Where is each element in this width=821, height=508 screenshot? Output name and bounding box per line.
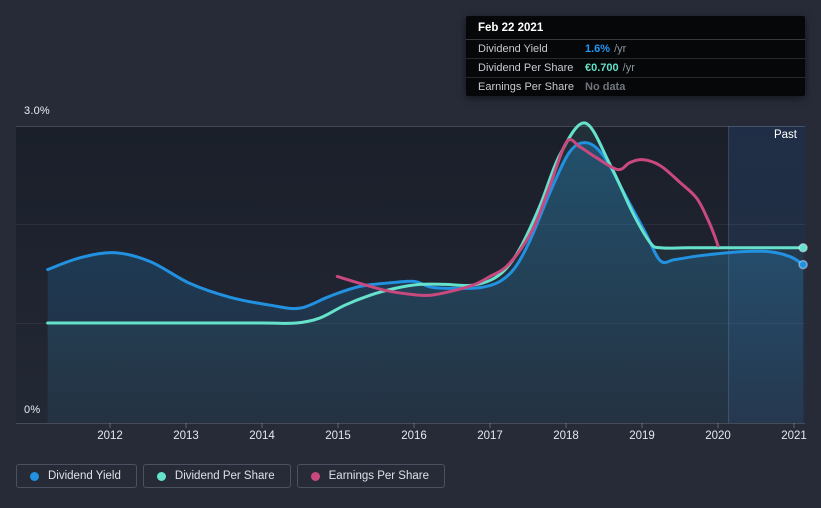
dividend-yield-dot-icon — [30, 471, 39, 481]
tooltip-label: Dividend Per Share — [478, 62, 574, 74]
x-axis-label: 2018 — [553, 430, 579, 442]
tooltip-value: 1.6% — [585, 43, 611, 55]
tooltip-date: Feb 22 2021 — [466, 16, 805, 40]
series-end-dots — [798, 243, 808, 270]
y-axis-label-top: 3.0% — [24, 105, 50, 117]
series-area-fills — [47, 122, 804, 423]
dividend-yield-line — [46, 141, 805, 311]
dividend-per-share-end-dot — [798, 243, 808, 253]
x-axis-label: 2014 — [249, 430, 275, 442]
y-axis-label-bottom: 0% — [24, 404, 41, 416]
chart-tooltip: Feb 22 2021 Dividend Yield 1.6% /yr Divi… — [466, 16, 805, 96]
series-lines — [46, 121, 805, 325]
earnings-per-share-line — [335, 138, 720, 298]
dividend-per-share-dot-icon — [156, 471, 166, 481]
dividend-yield-end-dot — [798, 259, 808, 270]
legend-item-dividend-per-share[interactable]: Dividend Per Share — [142, 464, 291, 488]
x-axis-label: 2012 — [97, 430, 123, 442]
x-axis-ticks — [109, 423, 795, 428]
tooltip-row-earnings-per-share: Earnings Per Share No data — [466, 78, 805, 96]
tooltip-unit: /yr — [614, 43, 627, 55]
x-axis-label: 2017 — [477, 430, 503, 442]
dividend-per-share-line — [46, 121, 805, 325]
chart-legend: Dividend Yield Dividend Per Share Earnin… — [16, 464, 445, 488]
legend-item-earnings-per-share[interactable]: Earnings Per Share — [296, 464, 445, 488]
x-axis-label: 2020 — [705, 430, 731, 442]
x-axis-label: 2019 — [629, 430, 655, 442]
tooltip-value: No data — [585, 81, 626, 93]
tooltip-label: Dividend Yield — [478, 43, 548, 55]
legend-label: Dividend Yield — [48, 470, 121, 482]
earnings-per-share-dot-icon — [310, 471, 320, 481]
tooltip-unit: /yr — [622, 62, 635, 74]
x-axis-label: 2015 — [325, 430, 351, 442]
legend-label: Dividend Per Share — [174, 470, 275, 482]
tooltip-value: €0.700 — [585, 62, 619, 74]
tooltip-label: Earnings Per Share — [478, 81, 574, 93]
tooltip-row-dividend-yield: Dividend Yield 1.6% /yr — [466, 40, 805, 59]
dividend-per-share-area — [47, 122, 804, 423]
legend-item-dividend-yield[interactable]: Dividend Yield — [16, 464, 137, 488]
x-axis-label: 2021 — [781, 430, 807, 442]
tooltip-row-dividend-per-share: Dividend Per Share €0.700 /yr — [466, 59, 805, 78]
legend-label: Earnings Per Share — [328, 470, 429, 482]
past-region-label: Past — [773, 129, 797, 141]
x-axis-label: 2013 — [173, 430, 199, 442]
x-axis-label: 2016 — [401, 430, 427, 442]
